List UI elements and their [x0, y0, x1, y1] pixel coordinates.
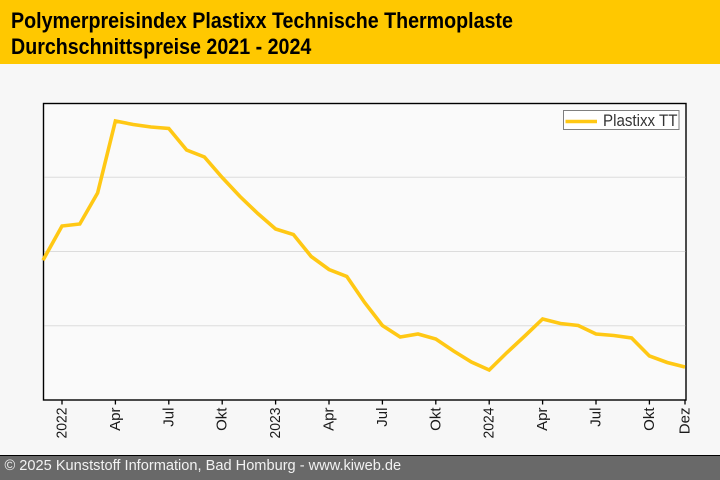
svg-text:Apr: Apr: [321, 407, 338, 430]
svg-text:2023: 2023: [267, 408, 284, 439]
svg-text:2024: 2024: [481, 408, 498, 439]
svg-text:Apr: Apr: [534, 407, 551, 430]
svg-text:Okt: Okt: [214, 407, 231, 431]
svg-text:Apr: Apr: [107, 407, 124, 430]
svg-text:Jul: Jul: [588, 408, 605, 427]
svg-text:Okt: Okt: [641, 407, 658, 431]
svg-text:Dez: Dez: [677, 408, 694, 435]
svg-text:2022: 2022: [54, 408, 71, 439]
svg-text:Plastixx TT: Plastixx TT: [603, 111, 678, 130]
svg-text:Jul: Jul: [374, 408, 391, 427]
svg-text:Okt: Okt: [427, 407, 444, 431]
svg-text:Jul: Jul: [160, 408, 177, 427]
